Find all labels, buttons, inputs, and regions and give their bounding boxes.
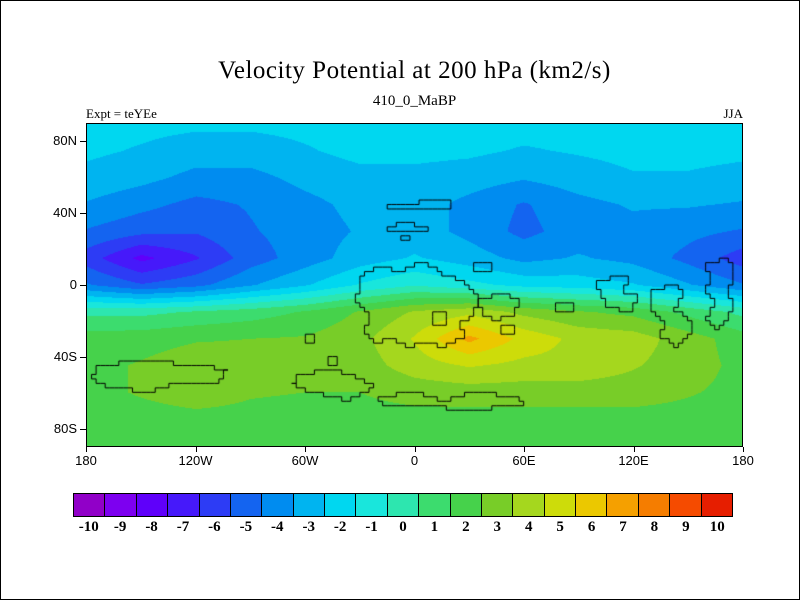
- y-tick-label: 80N: [53, 133, 77, 148]
- colorbar-tick-label: -2: [333, 519, 347, 535]
- y-tick-label: 40N: [53, 205, 77, 220]
- colorbar-cell: [387, 494, 420, 516]
- colorbar-tick-label: -10: [78, 519, 99, 535]
- season-label: JJA: [723, 106, 743, 121]
- colorbar-cell: [199, 494, 231, 516]
- map-plot-area: [86, 123, 743, 447]
- colorbar-tick-label: 10: [709, 519, 725, 535]
- colorbar-tick-label: 1: [430, 519, 439, 535]
- colorbar-cell: [262, 494, 294, 516]
- x-tick-label: 60W: [291, 453, 319, 468]
- colorbar-tick-label: -1: [365, 519, 378, 535]
- colorbar-tick-label: 4: [524, 519, 533, 535]
- x-axis-tick: [195, 447, 197, 452]
- chart-subtitle: 410_0_MaBP: [372, 93, 457, 109]
- colorbar-cell: [74, 494, 106, 516]
- colorbar: [73, 493, 733, 517]
- x-tick-label: 0: [410, 453, 419, 468]
- y-axis-tick: [80, 429, 86, 430]
- colorbar-tick-label: 0: [399, 519, 407, 535]
- y-axis-tick: [80, 285, 86, 286]
- x-tick-label: 60E: [512, 453, 536, 468]
- y-axis-tick: [80, 357, 86, 358]
- x-axis-tick: [414, 447, 416, 452]
- contour-map-canvas: [87, 124, 742, 446]
- colorbar-tick-label: 9: [682, 519, 690, 535]
- colorbar-tick-label: -3: [302, 519, 315, 535]
- colorbar-cell: [419, 494, 451, 516]
- x-axis-tick: [524, 447, 525, 452]
- y-tick-label: 40S: [53, 349, 77, 364]
- colorbar-tick-label: -9: [113, 519, 127, 535]
- colorbar-tick-label: 6: [587, 519, 596, 535]
- colorbar-cell: [325, 494, 357, 516]
- colorbar-cell: [576, 494, 608, 516]
- colorbar-cell: [607, 494, 639, 516]
- y-tick-label: 0: [69, 277, 77, 292]
- colorbar-cell: [230, 494, 263, 516]
- colorbar-cell: [168, 494, 200, 516]
- colorbar-cell: [105, 494, 137, 516]
- colorbar-cell: [544, 494, 576, 516]
- x-tick-label: 120W: [178, 453, 213, 468]
- x-tick-label: 180: [75, 453, 97, 468]
- colorbar-cell: [293, 494, 325, 516]
- x-tick-label: 120E: [618, 453, 649, 468]
- colorbar-cell: [670, 494, 702, 516]
- colorbar-tick-label: 3: [493, 519, 502, 535]
- colorbar-cell: [701, 494, 732, 516]
- x-axis-tick: [633, 447, 635, 452]
- colorbar-cell: [481, 494, 514, 516]
- colorbar-cell: [136, 494, 169, 516]
- colorbar-tick-label: -8: [145, 519, 158, 535]
- x-axis-tick: [305, 447, 306, 452]
- x-axis-tick: [86, 447, 87, 452]
- colorbar-cell: [356, 494, 388, 516]
- colorbar-tick-label: 8: [650, 519, 659, 535]
- x-axis-tick: [743, 447, 744, 452]
- colorbar-tick-label: -6: [208, 519, 221, 535]
- colorbar-cell: [513, 494, 545, 516]
- y-axis-tick: [80, 213, 86, 214]
- colorbar-cell: [638, 494, 671, 516]
- colorbar-tick-label: -5: [239, 519, 253, 535]
- chart-title: Velocity Potential at 200 hPa (km2/s): [218, 57, 611, 84]
- colorbar-tick-label: 2: [462, 519, 470, 535]
- colorbar-cell: [450, 494, 482, 516]
- x-tick-label: 180: [732, 453, 754, 468]
- y-axis-tick: [80, 141, 86, 142]
- experiment-label: Expt = teYEe: [86, 106, 157, 121]
- colorbar-tick-label: 5: [556, 519, 564, 535]
- colorbar-tick-label: -4: [271, 519, 284, 535]
- colorbar-tick-label: 7: [619, 519, 627, 535]
- colorbar-tick-label: -7: [176, 519, 190, 535]
- y-tick-label: 80S: [53, 421, 77, 436]
